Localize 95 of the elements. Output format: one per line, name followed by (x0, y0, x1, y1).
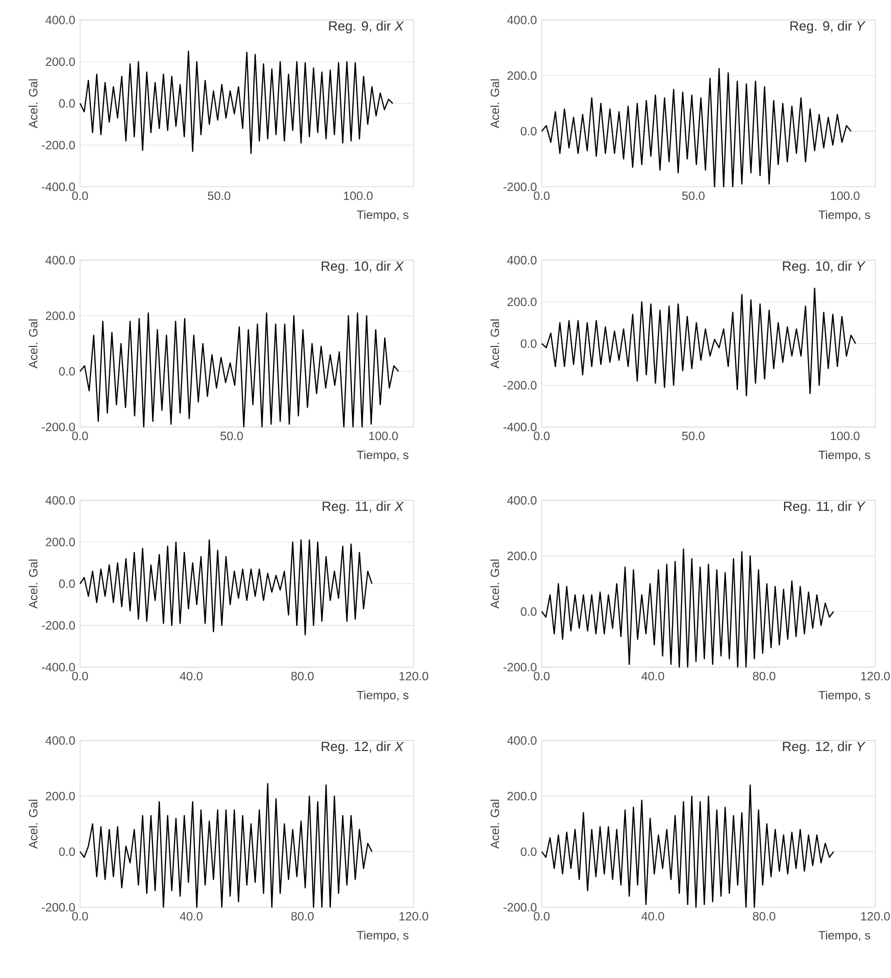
x-tick-label: 100.0 (369, 432, 398, 440)
y-tick-label: 0.0 (58, 367, 75, 376)
x-tick-label: 80.0 (291, 672, 314, 680)
y-tick-label: 200.0 (507, 552, 536, 560)
y-tick-label: 200.0 (46, 538, 75, 546)
y-tick-label: -400.0 (42, 182, 75, 192)
chart-title: Reg. 12, dir X (322, 741, 404, 754)
y-tick-label: 0.0 (520, 339, 536, 348)
y-axis-title: Acel. Gal (28, 560, 38, 609)
y-tick-label: 200.0 (507, 792, 536, 800)
x-tick-label: 0.0 (534, 912, 550, 921)
y-tick-label: 400.0 (45, 736, 75, 745)
chart-title: Reg. 12, dir Y (782, 741, 866, 754)
y-axis-title: Acel. Gal (490, 560, 500, 609)
x-tick-label: 0.0 (72, 912, 88, 921)
x-axis-title: Tiempo, s (818, 930, 870, 942)
x-axis-title: Tiempo, s (818, 210, 870, 222)
y-tick-label: 0.0 (58, 847, 75, 856)
x-tick-label: 40.0 (641, 672, 664, 680)
x-tick-label: 120.0 (861, 912, 890, 921)
line-series (79, 312, 399, 428)
y-tick-label: 200.0 (507, 71, 536, 80)
x-tick-label: 120.0 (399, 912, 428, 921)
y-tick-label: 400.0 (507, 736, 536, 745)
x-axis-title: Tiempo, s (356, 210, 408, 222)
y-tick-label: 200.0 (507, 298, 536, 306)
x-axis-title: Tiempo, s (818, 690, 870, 702)
y-tick-label: 0.0 (58, 99, 75, 108)
x-tick-label: 40.0 (641, 912, 664, 921)
chart-title: Reg. 10, dir Y (782, 261, 866, 274)
x-axis-title: Tiempo, s (356, 450, 408, 462)
x-tick-label: 0.0 (534, 432, 550, 440)
y-tick-label: -200.0 (42, 621, 75, 630)
y-axis-title: Acel. Gal (490, 319, 500, 368)
x-tick-label: 50.0 (682, 432, 704, 440)
chart-title: Reg. 9, dir X (329, 20, 404, 34)
x-tick-label: 120.0 (399, 672, 428, 680)
x-tick-label: 50.0 (208, 192, 230, 200)
y-tick-label: 0.0 (520, 126, 536, 136)
x-tick-label: 80.0 (752, 912, 776, 921)
x-tick-label: 50.0 (220, 432, 243, 440)
x-tick-label: 0.0 (534, 192, 550, 200)
line-series (540, 548, 834, 668)
x-tick-label: 0.0 (534, 672, 550, 680)
y-tick-label: 200.0 (46, 312, 75, 320)
line-series (540, 288, 856, 396)
x-tick-label: 100.0 (344, 192, 372, 200)
y-tick-label: -200.0 (42, 903, 75, 912)
y-tick-label: 0.0 (520, 847, 536, 856)
x-tick-label: 100.0 (830, 192, 860, 200)
y-axis-title: Acel. Gal (490, 800, 500, 849)
x-tick-label: 50.0 (682, 192, 704, 200)
y-axis-title: Acel. Gal (28, 319, 38, 368)
y-tick-label: 400.0 (507, 256, 536, 264)
y-tick-label: 200.0 (46, 792, 75, 800)
y-tick-label: 0.0 (58, 579, 75, 588)
y-tick-label: -400.0 (503, 422, 536, 432)
x-tick-label: 80.0 (752, 672, 776, 680)
x-tick-label: 100.0 (830, 432, 860, 440)
y-tick-label: -200.0 (503, 903, 536, 912)
y-tick-label: 400.0 (45, 256, 75, 264)
y-axis-title: Acel. Gal (28, 79, 38, 128)
chart-title: Reg. 10, dir X (322, 261, 404, 274)
y-tick-label: 400.0 (507, 16, 536, 24)
chart-title: Reg. 11, dir X (322, 501, 404, 514)
y-axis-title: Acel. Gal (28, 800, 38, 849)
x-axis-title: Tiempo, s (356, 690, 408, 702)
y-tick-label: -200.0 (42, 140, 75, 150)
line-series (79, 539, 372, 636)
y-tick-label: -200.0 (42, 422, 75, 432)
y-tick-label: -200.0 (503, 182, 536, 192)
x-axis-title: Tiempo, s (356, 930, 408, 942)
y-tick-label: -200.0 (503, 381, 536, 390)
chart-title: Reg. 11, dir Y (784, 501, 866, 514)
x-tick-label: 80.0 (291, 912, 314, 921)
line-series (540, 68, 852, 188)
y-axis-title: Acel. Gal (490, 79, 500, 128)
line-series (540, 784, 834, 908)
y-tick-label: 400.0 (45, 16, 75, 24)
y-tick-label: 400.0 (45, 496, 75, 505)
x-tick-label: 0.0 (72, 432, 88, 440)
y-tick-label: 400.0 (507, 496, 536, 505)
line-series (79, 782, 372, 908)
x-tick-label: 40.0 (180, 672, 202, 680)
y-tick-label: 0.0 (520, 607, 536, 616)
y-tick-label: 200.0 (46, 57, 75, 66)
y-tick-label: -400.0 (42, 662, 75, 672)
line-series (79, 50, 394, 154)
x-tick-label: 0.0 (72, 672, 88, 680)
x-tick-label: 40.0 (180, 912, 202, 921)
chart-title: Reg. 9, dir Y (790, 20, 866, 34)
x-axis-title: Tiempo, s (818, 450, 870, 462)
y-tick-label: -200.0 (503, 662, 536, 672)
x-tick-label: 0.0 (72, 192, 88, 200)
x-tick-label: 120.0 (861, 672, 890, 680)
